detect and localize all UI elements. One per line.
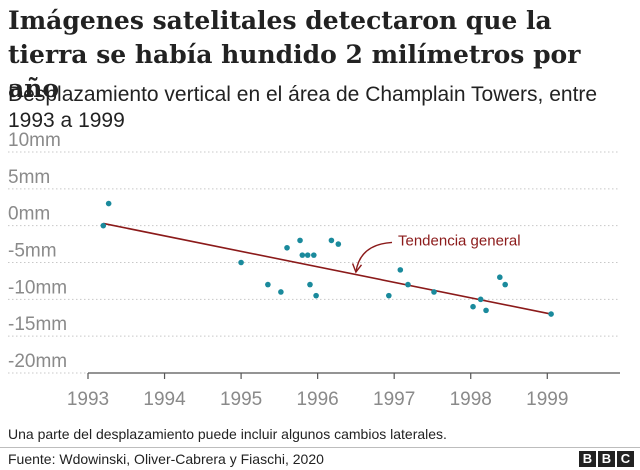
y-tick-label: 5mm bbox=[8, 167, 50, 188]
data-point bbox=[548, 311, 554, 317]
y-tick-label: -15mm bbox=[8, 314, 67, 335]
data-point bbox=[502, 281, 508, 288]
trend-annotation-label: Tendencia general bbox=[398, 232, 521, 249]
data-point bbox=[284, 244, 290, 251]
source-text: Fuente: Wdowinski, Oliver-Cabrera y Fias… bbox=[8, 451, 324, 467]
grid-lines bbox=[8, 151, 620, 374]
annotation-arrow bbox=[355, 241, 393, 273]
data-point bbox=[307, 281, 313, 288]
data-point bbox=[483, 307, 489, 314]
y-axis-ticks: 10mm 5mm 0mm -5mm -10mm -15mm -20mm bbox=[8, 130, 67, 372]
data-point bbox=[278, 289, 284, 295]
data-point bbox=[313, 292, 319, 299]
data-points bbox=[100, 200, 554, 317]
y-tick-label: -10mm bbox=[8, 277, 67, 298]
x-tick-label: 1996 bbox=[296, 389, 338, 410]
data-point bbox=[431, 289, 437, 295]
data-point bbox=[299, 252, 306, 258]
data-point bbox=[238, 259, 244, 266]
data-point bbox=[477, 296, 484, 303]
annotation-group: Tendencia general bbox=[351, 232, 521, 274]
chart-subtitle: Desplazamiento vertical en el área de Ch… bbox=[8, 83, 598, 132]
chart-title: Imágenes satelitales detectaron que la t… bbox=[8, 6, 581, 103]
data-point bbox=[335, 241, 342, 247]
annotation-arrowhead bbox=[351, 263, 363, 274]
data-point bbox=[397, 267, 404, 273]
y-tick-label: 0mm bbox=[8, 204, 50, 225]
data-point bbox=[304, 252, 311, 258]
trend-line bbox=[103, 222, 552, 315]
data-point bbox=[405, 281, 411, 288]
logo-letter: C bbox=[617, 451, 634, 467]
x-tick-label: 1995 bbox=[220, 389, 262, 410]
data-point bbox=[470, 303, 476, 310]
data-point bbox=[497, 274, 503, 281]
trend-line-group bbox=[103, 222, 552, 315]
data-point bbox=[311, 252, 317, 258]
data-point bbox=[386, 292, 392, 299]
x-tick-label: 1997 bbox=[373, 389, 415, 410]
y-tick-label: -20mm bbox=[8, 351, 67, 372]
y-tick-label: -5mm bbox=[8, 241, 57, 262]
data-point bbox=[297, 237, 303, 244]
data-point bbox=[328, 237, 335, 244]
y-tick-label: 10mm bbox=[8, 130, 61, 151]
bbc-logo: B B C bbox=[579, 451, 634, 467]
footnote: Una parte del desplazamiento puede inclu… bbox=[8, 426, 447, 442]
x-tick-label: 1998 bbox=[450, 389, 492, 410]
data-point bbox=[265, 281, 271, 288]
x-axis: 1993 1994 1995 1996 1997 1998 1999 bbox=[67, 372, 620, 410]
logo-letter: B bbox=[579, 451, 596, 467]
logo-letter: B bbox=[598, 451, 615, 467]
x-tick-label: 1993 bbox=[67, 389, 109, 410]
data-point bbox=[100, 222, 107, 229]
data-point bbox=[105, 200, 112, 207]
x-tick-label: 1994 bbox=[143, 389, 186, 410]
x-tick-label: 1999 bbox=[526, 389, 568, 410]
footer-divider bbox=[0, 447, 640, 448]
